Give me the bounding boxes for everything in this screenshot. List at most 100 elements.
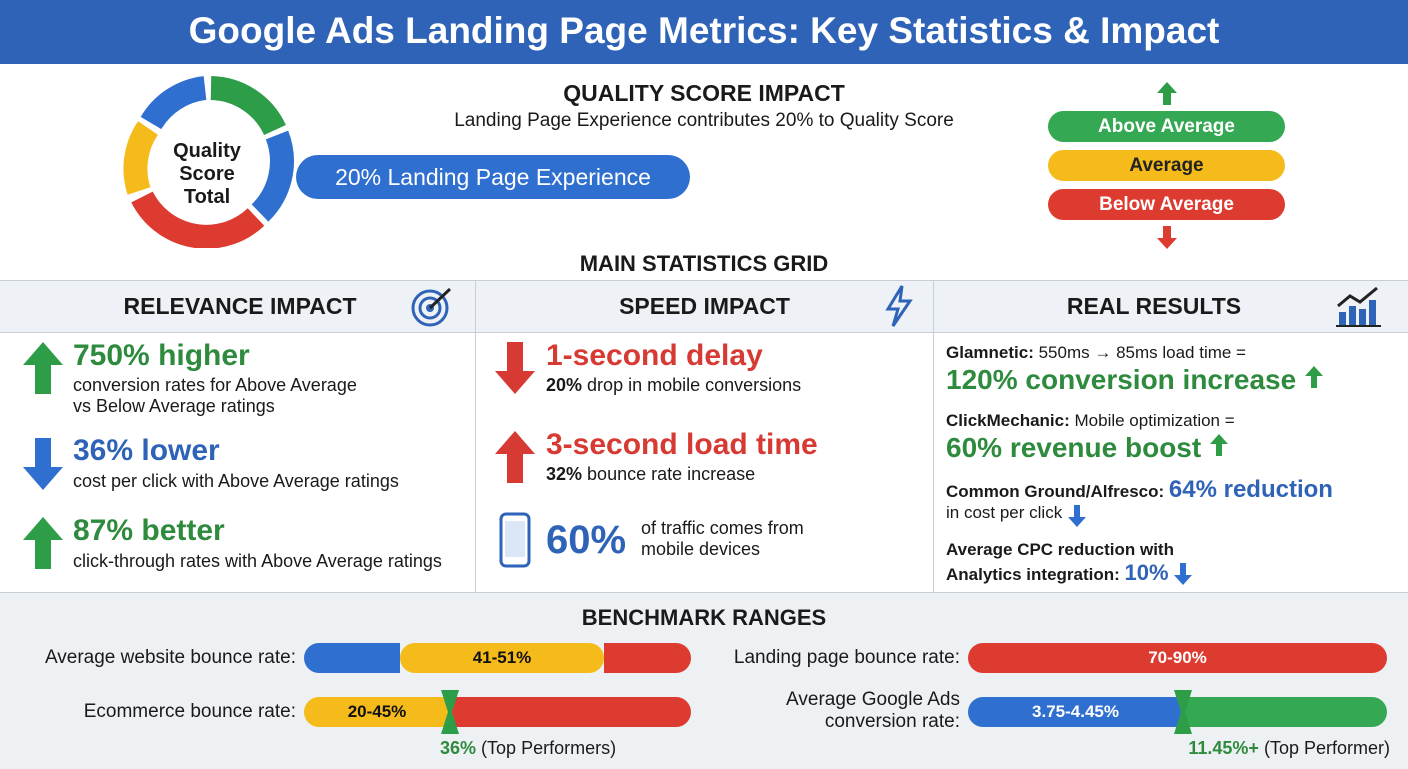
target-icon <box>411 287 452 327</box>
divider <box>933 280 934 592</box>
column-title: REAL RESULTS <box>1066 293 1242 319</box>
donut-label: Quality Score Total <box>147 140 267 209</box>
stat-text: 32% bounce rate increase <box>546 464 755 485</box>
phone-icon <box>499 512 531 568</box>
benchmark-bar: 41-51% <box>304 643 691 673</box>
donut-label-line: Quality <box>173 140 241 162</box>
result-value: 60% revenue boost <box>946 432 1229 464</box>
benchmark-title: BENCHMARK RANGES <box>581 605 827 630</box>
bar-range: 20-45% <box>304 697 450 727</box>
result-line: Glamnetic: 550ms → 85ms load time = <box>946 343 1246 363</box>
benchmark-label: Average website bounce rate: <box>44 647 296 668</box>
marker-note: (Top Performer) <box>1263 738 1390 758</box>
result-label: Average CPC reduction with <box>946 540 1174 559</box>
stat-headline: 36% lower <box>73 434 220 467</box>
result-line: Common Ground/Alfresco: 64% reduction <box>946 476 1333 504</box>
result-line: ClickMechanic: Mobile optimization = <box>946 411 1235 431</box>
down-arrow <box>1157 226 1177 249</box>
benchmark-label: Ecommerce bounce rate: <box>83 701 296 722</box>
marker <box>1174 690 1192 734</box>
rating-pill: Average <box>1048 150 1285 181</box>
stat-text: of traffic comes from <box>641 518 804 538</box>
section-subtitle: Landing Page Experience contributes 20% … <box>454 110 954 131</box>
marker-value: 36% <box>440 738 477 758</box>
up-arrow <box>1209 434 1228 456</box>
bar-segment <box>450 697 691 727</box>
result-label: Common Ground/Alfresco: <box>946 482 1165 501</box>
down-arrow <box>495 342 535 394</box>
bar-range: 70-90% <box>968 643 1387 673</box>
stat-text: bounce rate increase <box>587 464 756 484</box>
bar-segment <box>1183 697 1387 727</box>
result-line: in cost per click <box>946 503 1087 528</box>
benchmark-label: Landing page bounce rate: <box>733 647 960 668</box>
stat-headline: 60% <box>546 518 627 562</box>
stat-text: drop in mobile conversions <box>587 375 802 395</box>
bar-segment <box>304 643 400 673</box>
up-arrow <box>23 517 63 569</box>
down-arrow <box>1067 505 1086 527</box>
marker-label: 36% (Top Performers) <box>440 738 616 759</box>
result-label: Glamnetic: <box>946 343 1034 362</box>
stat-headline: 3-second load time <box>546 428 818 461</box>
header-bar <box>0 0 1408 64</box>
marker <box>441 690 459 734</box>
stat-bold: 20% <box>546 375 583 395</box>
divider <box>475 280 476 592</box>
donut-segment <box>251 130 294 222</box>
benchmark-bar: 20-45% <box>304 697 691 727</box>
bar-range: 3.75-4.45% <box>968 697 1183 727</box>
stat-text: mobile devices <box>641 539 761 559</box>
up-arrow <box>1304 366 1323 388</box>
up-arrow <box>1157 82 1177 105</box>
rating-pill: Below Average <box>1048 189 1285 220</box>
rating-pill: Above Average <box>1048 111 1285 142</box>
column-title: RELEVANCE IMPACT <box>123 293 357 319</box>
down-arrow <box>1174 563 1193 585</box>
result-text: in cost per click <box>946 503 1063 522</box>
up-arrow <box>23 342 63 394</box>
donut-segment <box>140 76 207 130</box>
benchmark-bar: 3.75-4.45% <box>968 697 1387 727</box>
grid-title: MAIN STATISTICS GRID <box>579 251 829 276</box>
benchmark-band <box>0 592 1408 769</box>
marker-value: 11.45%+ <box>1188 738 1259 758</box>
donut-segment <box>131 191 265 248</box>
bolt-icon <box>885 285 913 327</box>
section-title: QUALITY SCORE IMPACT <box>563 80 845 106</box>
column-title: SPEED IMPACT <box>619 293 790 319</box>
donut <box>123 76 294 248</box>
bar-segment <box>604 643 691 673</box>
stat-text: vs Below Average ratings <box>73 396 275 416</box>
stat-text: click-through rates with Above Average r… <box>73 551 442 571</box>
result-text: Mobile optimization = <box>1074 411 1235 430</box>
bar-range: 41-51% <box>400 643 604 673</box>
stat-bold: 32% <box>546 464 583 484</box>
result-line: Analytics integration: 10% <box>946 560 1193 586</box>
result-label: ClickMechanic: <box>946 411 1070 430</box>
grid-header-band <box>0 280 1408 333</box>
stat-headline: 87% better <box>73 514 225 547</box>
title: Google Ads Landing Page Metrics: Key Sta… <box>188 10 1220 51</box>
down-arrow <box>23 438 63 490</box>
result-label: Analytics integration: <box>946 565 1120 584</box>
up-arrow <box>495 431 535 483</box>
donut-segment <box>210 76 286 136</box>
donut-label-line: Score <box>179 163 235 185</box>
result-text: 550ms → 85ms load time = <box>1038 343 1246 362</box>
donut-label-line: Total <box>183 186 231 208</box>
stat-headline: 750% higher <box>73 339 250 372</box>
chart-icon <box>1336 286 1381 327</box>
benchmark-bar: 70-90% <box>968 643 1387 673</box>
callout: 20% Landing Page Experience <box>296 155 690 199</box>
result-value-text: 64% reduction <box>1168 476 1333 503</box>
stat-text: conversion rates for Above Average <box>73 375 357 395</box>
benchmark-label: conversion rate: <box>824 711 960 732</box>
stat-headline: 1-second delay <box>546 339 763 372</box>
result-value-text: 60% revenue boost <box>946 432 1202 463</box>
marker-note: (Top Performers) <box>481 738 617 758</box>
result-value-text: 120% conversion increase <box>946 364 1297 395</box>
stat-text: 20% drop in mobile conversions <box>546 375 801 396</box>
stat-text: cost per click with Above Average rating… <box>73 471 399 491</box>
